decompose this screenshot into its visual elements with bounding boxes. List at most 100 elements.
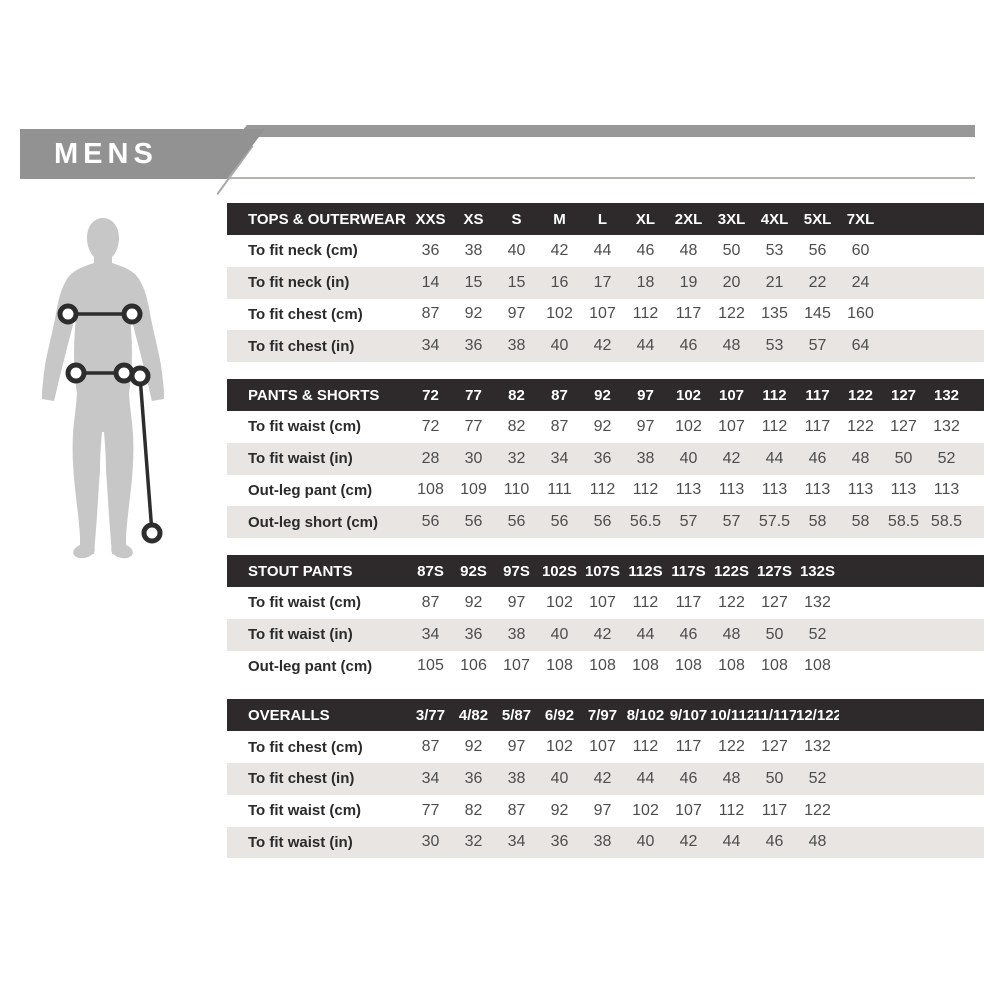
size-value-cell: 108: [632, 657, 659, 675]
column-header: 5XL: [796, 203, 839, 235]
row-label: Out-leg pant (cm): [248, 657, 373, 675]
column-header: 117: [796, 379, 839, 411]
row-filler: [882, 330, 984, 362]
column-header: 87: [538, 379, 581, 411]
size-value-cell: 117: [675, 738, 702, 756]
size-value-cell: 50: [753, 618, 796, 651]
size-value-cell: 132: [933, 417, 960, 435]
column-header: 9/107: [667, 699, 710, 732]
column-header: 72: [409, 379, 452, 411]
table-row: To fit neck (cm) 36 38 40 42 44 46 48 50 53 56 60: [227, 235, 984, 267]
column-header: 77: [452, 379, 495, 411]
size-value-cell: 117: [761, 801, 788, 819]
size-value-cell: 60: [851, 241, 870, 259]
row-filler: [882, 266, 984, 299]
column-header: 107: [710, 379, 753, 411]
table-title: OVERALLS: [227, 699, 409, 732]
size-value-cell: 30: [452, 442, 495, 475]
size-value-cell: 34: [409, 330, 452, 362]
size-table-stout-pants: STOUT PANTS 87S 92S 97S 102S 107S 112S 117S 122S…: [227, 555, 984, 682]
row-filler: [839, 826, 984, 859]
size-value-cell: 50: [882, 442, 925, 475]
column-header: M: [538, 203, 581, 235]
size-value-cell: 36: [421, 241, 440, 259]
size-value-cell: 127: [890, 417, 917, 435]
size-value-cell: 113: [890, 481, 917, 499]
size-value-cell: 132: [804, 593, 831, 611]
size-value-cell: 122: [847, 417, 874, 435]
column-header: 3/77: [409, 699, 452, 732]
size-value-cell: 36: [452, 618, 495, 651]
row-label: To fit chest (cm): [248, 305, 363, 323]
size-value-cell: 52: [796, 618, 839, 651]
size-value-cell: 16: [538, 266, 581, 299]
size-value-cell: 22: [796, 266, 839, 299]
row-label: To fit waist (cm): [248, 594, 362, 612]
column-header: 97S: [495, 555, 538, 587]
size-value-cell: 108: [589, 657, 616, 675]
size-value-cell: 113: [761, 481, 788, 499]
size-value-cell: 107: [503, 657, 530, 675]
size-value-cell: 48: [710, 330, 753, 362]
row-label: To fit waist (in): [227, 826, 409, 859]
size-value-cell: 102: [546, 738, 573, 756]
chest-marker-left: [57, 303, 79, 325]
size-value-cell: 56: [808, 241, 827, 259]
column-header: 10/112: [710, 699, 753, 732]
hip-marker: [129, 365, 151, 387]
size-value-cell: 113: [675, 481, 702, 499]
size-value-cell: 58: [796, 506, 839, 538]
size-value-cell: 57: [667, 506, 710, 538]
mens-banner: MENS: [20, 129, 265, 179]
column-header: 102S: [538, 555, 581, 587]
row-label: To fit chest (cm): [248, 738, 363, 756]
size-value-cell: 56: [495, 506, 538, 538]
column-header: 112: [753, 379, 796, 411]
size-table-pants-shorts: PANTS & SHORTS 72 77 82 87 92 97 102 107 112 117 12…: [227, 379, 984, 538]
row-filler: [839, 587, 984, 619]
size-value-cell: 92: [550, 801, 569, 819]
size-value-cell: 113: [804, 481, 831, 499]
chest-marker-right: [121, 303, 143, 325]
row-filler: [882, 299, 984, 331]
size-value-cell: 92: [464, 593, 483, 611]
size-value-cell: 102: [632, 801, 659, 819]
silhouette-shape: [42, 218, 164, 559]
row-filler: [968, 506, 984, 538]
size-value-cell: 82: [507, 417, 526, 435]
size-table-overalls: OVERALLS 3/77 4/82 5/87 6/92 7/97 8/102 9/107 10…: [227, 699, 984, 859]
header-horizontal-rule: [206, 177, 975, 179]
size-value-cell: 38: [495, 618, 538, 651]
size-value-cell: 38: [581, 826, 624, 859]
table-row: To fit waist (in) 30 32 34 36 38 40 42 44 46 48: [227, 826, 984, 859]
size-value-cell: 97: [507, 738, 526, 756]
row-filler: [839, 763, 984, 795]
header-filler: [839, 699, 984, 732]
size-value-cell: 34: [409, 618, 452, 651]
size-value-cell: 107: [675, 801, 702, 819]
size-value-cell: 82: [464, 801, 483, 819]
table-row: To fit chest (in) 34 36 38 40 42 44 46 48 53 57 64: [227, 330, 984, 362]
size-value-cell: 14: [409, 266, 452, 299]
row-filler: [839, 731, 984, 763]
size-value-cell: 46: [667, 763, 710, 795]
column-header: 122: [839, 379, 882, 411]
size-value-cell: 40: [507, 241, 526, 259]
size-value-cell: 38: [495, 763, 538, 795]
size-value-cell: 20: [710, 266, 753, 299]
column-header: 7/97: [581, 699, 624, 732]
column-header: 8/102: [624, 699, 667, 732]
row-label: Out-leg pant (cm): [248, 481, 373, 499]
size-value-cell: 112: [632, 593, 659, 611]
row-filler: [968, 411, 984, 443]
waist-marker-left: [65, 362, 87, 384]
column-header: 2XL: [667, 203, 710, 235]
size-value-cell: 36: [452, 330, 495, 362]
column-header: 127: [882, 379, 925, 411]
size-value-cell: 108: [675, 657, 702, 675]
size-value-cell: 122: [718, 593, 745, 611]
row-label: To fit waist (in): [227, 442, 409, 475]
size-value-cell: 107: [589, 593, 616, 611]
column-header: 12/122: [796, 699, 839, 732]
size-value-cell: 77: [421, 801, 440, 819]
